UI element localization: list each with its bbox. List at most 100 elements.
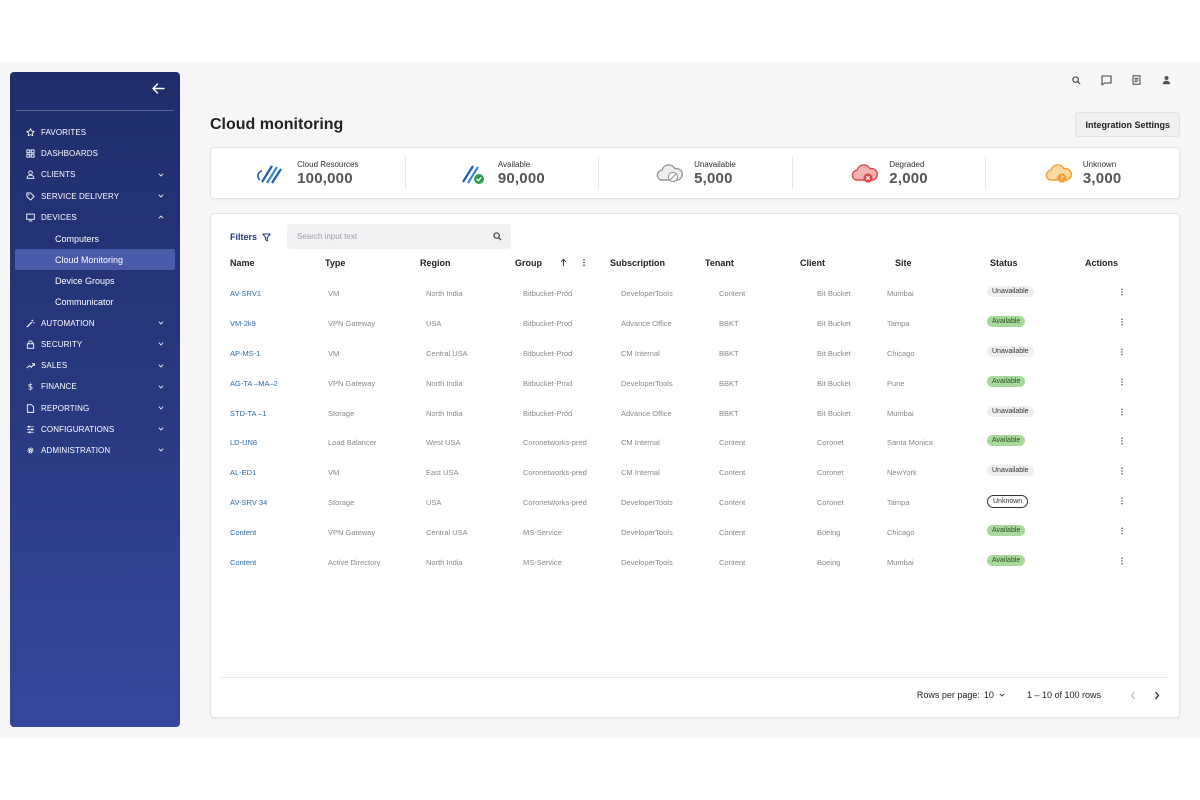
cell-name[interactable]: Content	[230, 528, 257, 538]
sidebar-item-label: Reporting	[41, 403, 90, 413]
column-header-subscription[interactable]: Subscription	[610, 258, 666, 268]
row-actions-menu-icon[interactable]	[1117, 407, 1127, 417]
cell-name[interactable]: AV-SRV 34	[230, 498, 268, 508]
status-badge: Unknown	[987, 495, 1029, 509]
sidebar-divider	[16, 110, 174, 111]
sidebar-item-sales[interactable]: Sales	[10, 355, 180, 376]
sidebar-item-clients[interactable]: Clients	[10, 164, 180, 185]
sidebar-item-devices[interactable]: Devices	[10, 207, 180, 228]
table-row[interactable]: AP-MS-1 VM Central USA Bitbucket-Prod CM Int…	[230, 338, 1165, 368]
stat-cloud-resources: Cloud Resources 100,000	[211, 148, 405, 198]
sidebar-item-label: Finance	[41, 382, 77, 392]
status-badge: Available	[987, 375, 1026, 387]
sidebar-item-security[interactable]: Security	[10, 334, 180, 355]
sidebar-item-configurations[interactable]: Configurations	[10, 419, 180, 440]
status-badge: Unavailable	[987, 286, 1034, 297]
messages-button[interactable]	[1100, 74, 1112, 86]
column-header-site[interactable]: Site	[895, 258, 912, 268]
cell-name[interactable]: AG-TA –MA–2	[230, 378, 278, 388]
cell-tenant: Content	[719, 468, 746, 478]
column-header-group[interactable]: Group	[515, 258, 542, 268]
row-actions-menu-icon[interactable]	[1117, 436, 1127, 446]
cell-name[interactable]: AV-SRV1	[230, 289, 261, 298]
search-button[interactable]	[1070, 74, 1082, 86]
row-actions-menu-icon[interactable]	[1117, 377, 1127, 387]
cell-name[interactable]: LD-UN8	[230, 438, 258, 448]
cell-type: Storage	[328, 408, 355, 418]
collapse-sidebar-button[interactable]	[148, 78, 168, 98]
sidebar-item-finance[interactable]: $ Finance	[10, 376, 180, 397]
stat-available: Available 90,000	[404, 148, 599, 198]
profile-button[interactable]	[1160, 74, 1172, 86]
table-row[interactable]: AV-SRV 34 Storage USA Coronetworks-pred Deve…	[230, 487, 1165, 517]
cell-type: VM	[328, 468, 340, 478]
column-header-actions[interactable]: Actions	[1085, 258, 1119, 268]
next-page-button[interactable]	[1151, 689, 1163, 701]
row-actions-menu-icon[interactable]	[1117, 287, 1127, 297]
cell-subscription: Advance Office	[621, 408, 672, 418]
cell-group: Bitbucket-Prod	[523, 408, 573, 418]
cell-tenant: Content	[719, 438, 746, 448]
table-row[interactable]: AV-SRV1 VM North India Bitbucket-Prod Develo…	[230, 278, 1165, 308]
previous-page-button[interactable]	[1127, 689, 1139, 701]
cell-client: Coronet	[817, 498, 844, 508]
chat-icon	[1100, 74, 1112, 86]
sidebar-item-label: Dashboards	[41, 149, 99, 159]
app-root: Favorites Dashboards Clients Service Delive…	[0, 62, 1200, 738]
table-row[interactable]: VM-2k9 VPN Gateway USA Bitbucket-Prod Advanc…	[230, 308, 1165, 338]
sidebar-item-label: Administration	[41, 445, 111, 455]
column-menu-icon[interactable]	[582, 258, 586, 269]
column-header-name[interactable]: Name	[230, 258, 255, 268]
column-header-status[interactable]: Status	[990, 258, 1018, 268]
cell-site: Pune	[887, 378, 905, 388]
column-header-tenant[interactable]: Tenant	[705, 258, 734, 268]
filters-button[interactable]: Filters	[230, 232, 271, 242]
cell-name[interactable]: Content	[230, 558, 257, 568]
row-actions-menu-icon[interactable]	[1117, 466, 1127, 476]
cell-name[interactable]: AL-ED1	[230, 468, 257, 478]
cell-client: Bit Bucket	[817, 289, 851, 298]
cell-group: Bitbucket-Prod	[523, 318, 573, 328]
sidebar-menu: Favorites Dashboards Clients Service Delive…	[10, 122, 180, 461]
table-row[interactable]: Content VPN Gateway Central USA MS-Service D…	[230, 517, 1165, 547]
table-row[interactable]: AG-TA –MA–2 VPN Gateway North India Bitbuck…	[230, 368, 1165, 398]
table-footer-divider	[221, 677, 1169, 678]
sidebar-subitem-device-groups[interactable]: Device Groups	[55, 275, 115, 286]
search-input[interactable]	[287, 224, 511, 249]
column-header-region[interactable]: Region	[420, 258, 451, 268]
column-header-client[interactable]: Client	[800, 258, 826, 268]
sort-ascending-icon[interactable]	[560, 258, 567, 269]
sidebar-item-reporting[interactable]: Reporting	[10, 397, 180, 418]
cell-subscription: DeveloperTools	[621, 378, 673, 388]
cell-region: West USA	[426, 438, 461, 448]
documents-button[interactable]	[1130, 74, 1142, 86]
integration-settings-button[interactable]: Integration Settings	[1075, 112, 1180, 137]
rows-per-page-select[interactable]: 10	[984, 690, 1005, 700]
cell-name[interactable]: VM-2k9	[230, 318, 256, 328]
sidebar-item-automation[interactable]: Automation	[10, 313, 180, 334]
sidebar-subitem-communicator[interactable]: Communicator	[55, 297, 114, 308]
table-row[interactable]: STD-TA –1 Storage North India Bitbucket-Pro…	[230, 398, 1165, 428]
stat-text: Unknown 3,000	[1083, 160, 1122, 187]
column-header-type[interactable]: Type	[325, 258, 346, 268]
sidebar-item-service-delivery[interactable]: Service Delivery	[10, 186, 180, 207]
row-actions-menu-icon[interactable]	[1117, 526, 1127, 536]
cell-subscription: CM Internal	[621, 468, 660, 478]
table-row[interactable]: LD-UN8 Load Balancer West USA Coronetworks-…	[230, 427, 1165, 457]
cloud-available-icon	[458, 160, 488, 186]
row-actions-menu-icon[interactable]	[1117, 496, 1127, 506]
row-actions-menu-icon[interactable]	[1117, 556, 1127, 566]
sidebar-subitem-computers[interactable]: Computers	[55, 233, 100, 244]
table-row[interactable]: AL-ED1 VM East USA Coronetworks-pred CM Inte…	[230, 457, 1165, 487]
sidebar-item-dashboards[interactable]: Dashboards	[10, 143, 180, 164]
row-actions-menu-icon[interactable]	[1117, 317, 1127, 327]
cell-name[interactable]: AP-MS-1	[230, 348, 261, 358]
sidebar-subitem-cloud-monitoring[interactable]: Cloud Monitoring	[15, 249, 175, 271]
row-actions-menu-icon[interactable]	[1117, 347, 1127, 357]
cell-name[interactable]: STD-TA –1	[230, 408, 267, 418]
sidebar-item-administration[interactable]: Administration	[10, 440, 180, 461]
sidebar-item-favorites[interactable]: Favorites	[10, 122, 180, 143]
cell-client: Bit Bucket	[817, 408, 851, 418]
table-row[interactable]: Content Active Directory North India MS-Ser…	[230, 547, 1165, 577]
cell-client: Bit Bucket	[817, 378, 851, 388]
